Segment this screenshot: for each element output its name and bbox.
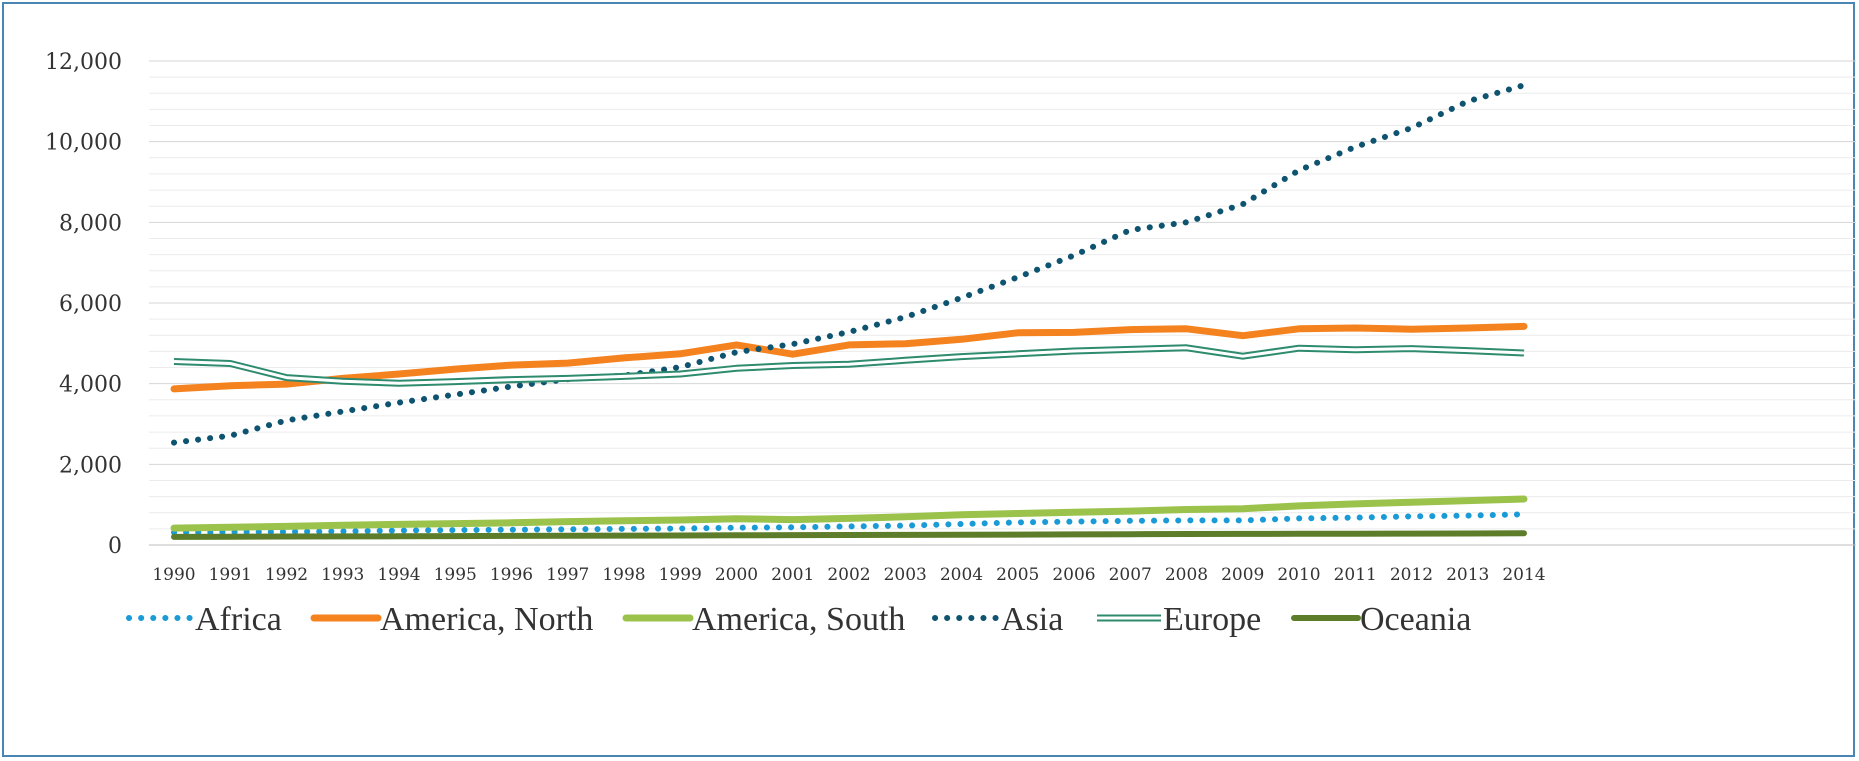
y-tick-label: 12,000 [45,50,122,75]
x-tick-label: 1993 [321,565,364,585]
series-line-oceania [171,530,1527,540]
x-tick-label: 2014 [1502,565,1545,585]
series-lines [170,82,1528,540]
x-tick-label: 1992 [265,565,308,585]
x-tick-label: 2010 [1277,565,1320,585]
x-tick-label: 2008 [1165,565,1208,585]
x-tick-label: 2007 [1109,565,1152,585]
x-tick-label: 1999 [659,565,702,585]
legend-item-oceania: Oceania [1291,601,1471,638]
x-tick-label: 1997 [546,565,589,585]
legend-label: Asia [1001,601,1063,638]
x-tick-label: 1996 [490,565,533,585]
series-line-asia [171,82,1527,446]
gridlines [149,60,1856,546]
x-tick-label: 2000 [715,565,758,585]
legend-label: Africa [195,601,282,638]
x-tick-label: 1994 [377,565,420,585]
legend-label: Europe [1163,601,1261,638]
y-tick-label: 6,000 [59,292,122,317]
legend-label: Oceania [1360,601,1471,638]
x-tick-label: 2013 [1446,565,1489,585]
legend-item-europe: Europe [1097,601,1261,638]
x-tick-label: 2006 [1052,565,1095,585]
x-tick-label: 1991 [209,565,252,585]
x-tick-label: 1990 [152,565,195,585]
legend-item-america-south: America, South [622,601,905,638]
y-tick-label: 8,000 [59,211,122,236]
series-line-africa [171,511,1527,536]
legend-item-asia: Asia [932,601,1063,638]
legend: Africa America, North America, South Asia Eu… [126,601,1471,638]
y-axis-ticks: 0 2,000 4,000 6,000 8,000 10,000 12,000 [45,50,122,559]
series-line-europe [173,344,1525,387]
x-tick-label: 2009 [1221,565,1264,585]
x-tick-label: 2005 [996,565,1039,585]
legend-label: America, South [692,601,905,638]
y-tick-label: 0 [108,534,122,559]
legend-item-america-north: America, North [310,601,593,638]
series-line-america-north [170,322,1528,393]
x-tick-label: 2012 [1390,565,1433,585]
x-axis-ticks: 1990 1991 1992 1993 1994 1995 1996 1997 1998 1999… [152,565,1545,585]
y-tick-label: 10,000 [45,131,122,156]
series-line-america-south [170,495,1528,532]
x-tick-label: 2003 [884,565,927,585]
x-tick-label: 2011 [1334,565,1377,585]
legend-item-africa: Africa [126,601,282,638]
x-tick-label: 1995 [434,565,477,585]
x-tick-label: 2002 [827,565,870,585]
legend-label: America, North [380,601,593,638]
y-tick-label: 4,000 [59,373,122,398]
x-tick-label: 2004 [940,565,983,585]
x-tick-label: 1998 [602,565,645,585]
x-tick-label: 2001 [771,565,814,585]
y-tick-label: 2,000 [59,453,122,478]
